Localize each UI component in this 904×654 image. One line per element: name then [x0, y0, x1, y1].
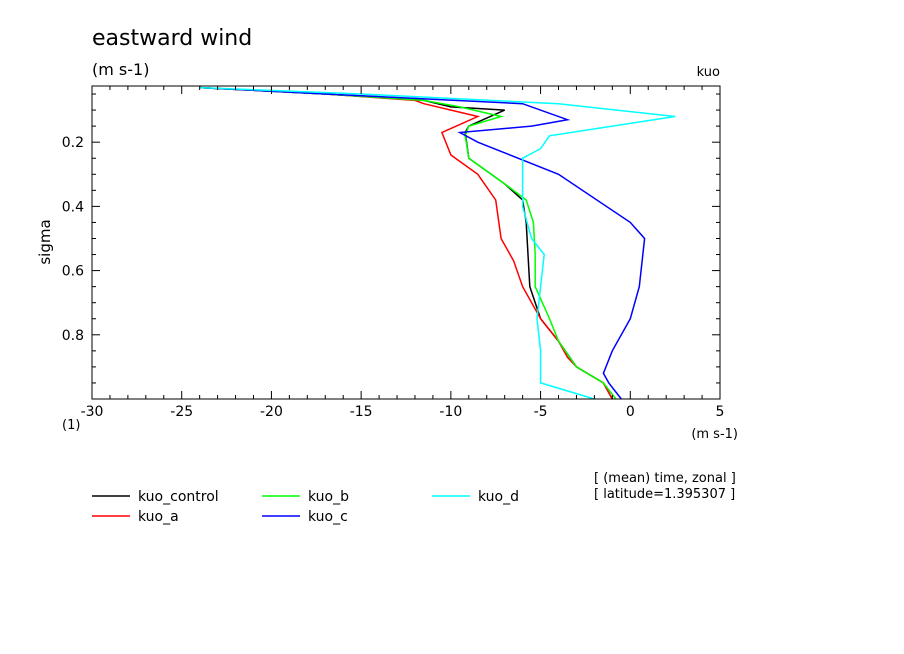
- series-line-kuo_a: [199, 86, 613, 400]
- legend-label-kuo_a: kuo_a: [138, 509, 179, 525]
- series-line-kuo_control: [199, 86, 613, 400]
- axis-layer: -30 -25 -20 -15 -10 -5 0 5 0.2 0.4 0.6 0.8: [62, 86, 725, 420]
- legend-label-kuo_control: kuo_control: [138, 489, 219, 505]
- x-tick-label: 5: [716, 404, 725, 420]
- legend-label-kuo_d: kuo_d: [478, 489, 519, 505]
- x-tick-label: 0: [626, 404, 635, 420]
- y-factor-label: (1): [62, 418, 80, 433]
- x-tick-label: -20: [260, 404, 283, 420]
- x-units-label: (m s-1): [691, 427, 738, 442]
- y-tick-label: 0.8: [62, 328, 84, 344]
- chart-subtitle: (m s-1): [92, 60, 149, 79]
- x-tick-label: -5: [534, 404, 548, 420]
- y-tick-label: 0.6: [62, 264, 84, 280]
- series-layer: [199, 86, 676, 400]
- legend: kuo_control kuo_a kuo_b kuo_c kuo_d: [92, 489, 519, 525]
- x-tick-label: -30: [81, 404, 104, 420]
- plot-frame: [91, 85, 721, 400]
- x-tick-label: -10: [439, 404, 462, 420]
- series-line-kuo_b: [199, 86, 617, 400]
- y-axis-label: sigma: [36, 219, 54, 264]
- series-line-kuo_c: [199, 86, 646, 400]
- annotation-time: [ (mean) time, zonal ]: [594, 471, 736, 486]
- chart-title: eastward wind: [92, 26, 252, 51]
- legend-label-kuo_b: kuo_b: [308, 489, 349, 505]
- y-tick-label: 0.4: [62, 199, 84, 215]
- x-tick-label: -25: [170, 404, 193, 420]
- legend-label-kuo_c: kuo_c: [308, 509, 348, 525]
- y-tick-label: 0.2: [62, 135, 84, 151]
- series-line-kuo_d: [199, 86, 676, 400]
- annotation-latitude: [ latitude=1.395307 ]: [594, 487, 735, 502]
- x-tick-label: -15: [350, 404, 373, 420]
- dataset-label: kuo: [697, 65, 720, 80]
